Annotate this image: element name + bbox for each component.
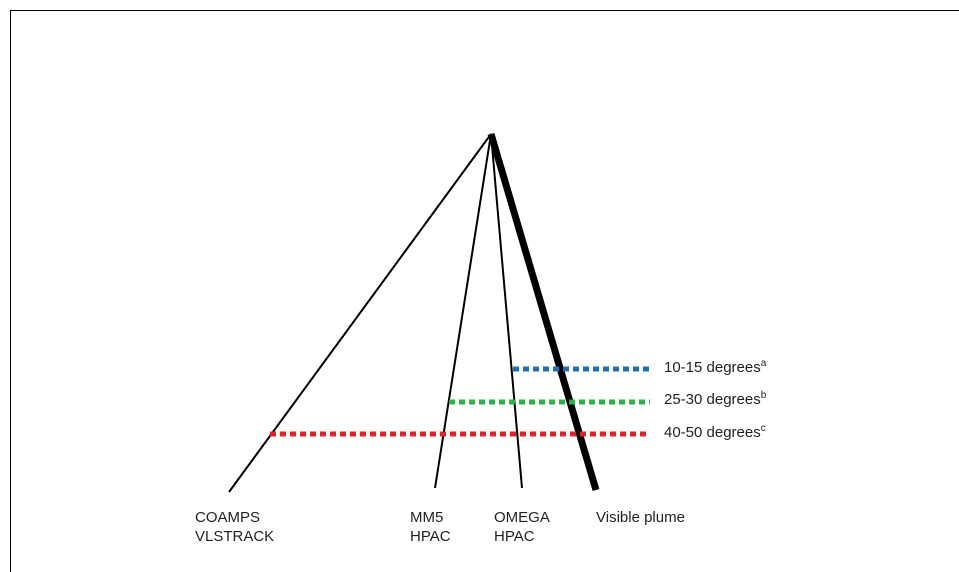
coamps-vlstrack-line xyxy=(228,133,492,493)
model-label-omega: OMEGA HPAC xyxy=(494,509,550,545)
model-label-mm5: MM5 HPAC xyxy=(410,509,451,545)
diagram-frame xyxy=(10,10,959,572)
model-label-coamps: COAMPS VLSTRACK xyxy=(195,509,275,545)
angle-label-10-15: 10-15 degreesa xyxy=(664,358,767,377)
visible-plume-line xyxy=(487,133,600,491)
angle-label-25-30: 25-30 degreesb xyxy=(664,390,767,409)
model-label-visible-plume: Visible plume xyxy=(596,509,685,526)
angle-label-40-50: 40-50 degreesc xyxy=(664,423,766,442)
omega-hpac-line xyxy=(490,133,523,489)
mm5-hpac-line xyxy=(434,133,492,489)
